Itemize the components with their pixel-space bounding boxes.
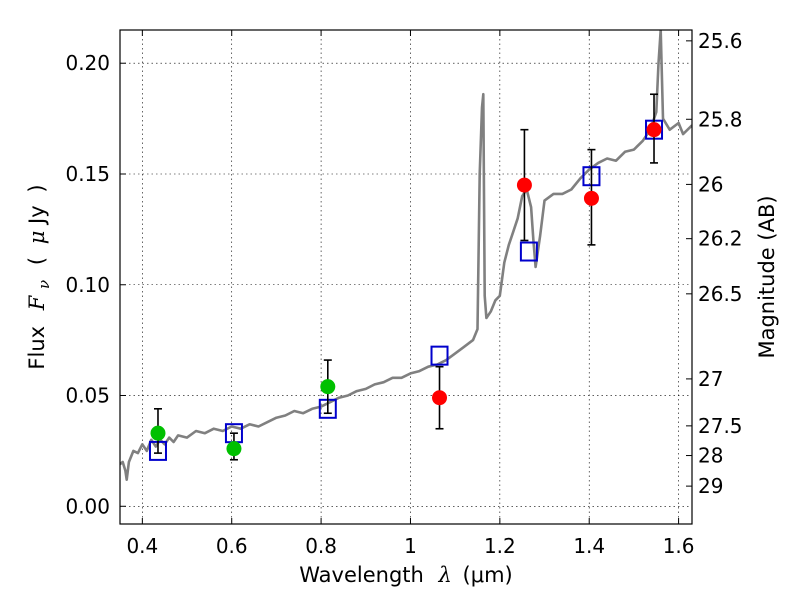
right-tick-label: 27.5 — [698, 414, 743, 438]
observed-green-point — [150, 425, 166, 441]
x-tick-label: 0.4 — [126, 534, 158, 558]
y-tick-label: 0.00 — [65, 494, 110, 518]
x-axis-title: Wavelength λ (μm) — [299, 563, 512, 587]
right-tick-label: 29 — [698, 474, 723, 498]
y-axis-title-close-paren: ) — [25, 184, 49, 192]
x-axis-title-word: Wavelength — [299, 563, 424, 587]
x-axis-title-symbol: λ — [438, 563, 452, 587]
plot-frame — [119, 29, 693, 525]
observed-red-point — [432, 390, 448, 406]
observed-green-point — [320, 379, 336, 395]
x-tick-label: 1.4 — [573, 534, 605, 558]
y-axis-title-open-paren: ( — [25, 257, 49, 265]
y-axis-title: Flux F ν ( μ Jy ) — [25, 184, 54, 369]
y-axis-title-unit: Jy — [25, 205, 49, 226]
right-tick-label: 26 — [698, 172, 723, 196]
right-tick-label: 25.8 — [698, 107, 743, 131]
observed-green-point — [226, 441, 242, 457]
axis-ticks: 0.4 0.6 0.8 1 1.2 1.4 1.6 0.00 0.05 0.10 0.15 0.20 2… — [65, 29, 742, 558]
right-tick-label: 26.5 — [698, 282, 743, 306]
right-tick-label: 26.2 — [698, 227, 743, 251]
grid-lines — [120, 30, 692, 524]
y-tick-label: 0.20 — [65, 51, 110, 75]
observed-red-point — [516, 177, 532, 193]
x-tick-label: 1.6 — [663, 534, 695, 558]
observed-red-point — [646, 122, 662, 138]
model-photometry-square — [519, 241, 538, 262]
y-axis-title-subscript: ν — [35, 280, 53, 289]
y-axis-title-unit-mu: μ — [25, 231, 49, 245]
plot-area — [120, 30, 692, 481]
model-photometry-square — [430, 345, 449, 366]
x-axis-title-unit: (μm) — [463, 563, 513, 587]
right-tick-label: 25.6 — [698, 29, 743, 53]
y-tick-label: 0.10 — [65, 273, 110, 297]
x-tick-label: 1.2 — [484, 534, 516, 558]
x-tick-label: 0.8 — [305, 534, 337, 558]
observed-red-point — [583, 190, 599, 206]
y-axis-title-word: Flux — [25, 326, 49, 370]
right-axis-title: Magnitude (AB) — [755, 195, 779, 358]
y-tick-label: 0.15 — [65, 162, 110, 186]
y-axis-title-symbol: F — [25, 294, 49, 311]
x-tick-label: 0.6 — [216, 534, 248, 558]
y-tick-label: 0.05 — [65, 384, 110, 408]
right-tick-label: 28 — [698, 444, 723, 468]
model-spectrum-line — [120, 30, 692, 481]
x-tick-label: 1 — [404, 534, 417, 558]
right-tick-label: 27 — [698, 367, 723, 391]
